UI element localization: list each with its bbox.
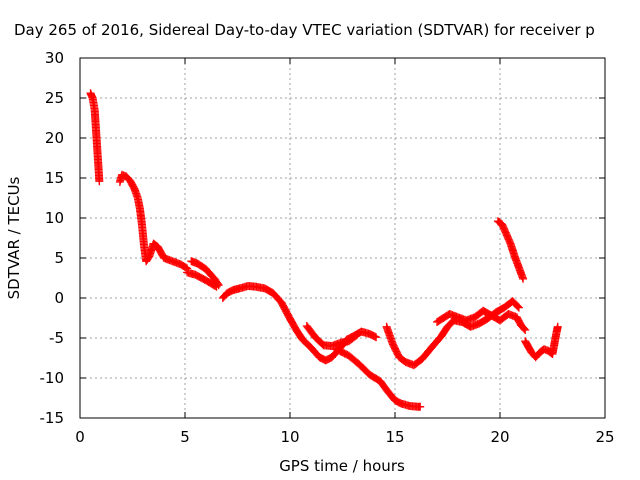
y-axis-label: SDTVAR / TECUs	[5, 176, 23, 299]
data-point	[213, 279, 222, 288]
y-tick-label: 30	[45, 49, 64, 67]
chart-title: Day 265 of 2016, Sidereal Day-to-day VTE…	[14, 21, 595, 39]
x-tick-label: 20	[490, 428, 509, 446]
x-tick-label: 5	[180, 428, 190, 446]
data-point	[353, 330, 362, 339]
x-tick-label: 10	[280, 428, 299, 446]
x-axis-label: GPS time / hours	[279, 457, 405, 475]
data-point	[520, 324, 529, 333]
grid-lines	[80, 58, 605, 418]
y-tick-label: 0	[54, 289, 64, 307]
data-point	[352, 331, 360, 340]
y-tick-label: -15	[40, 409, 65, 427]
y-axis-ticks: 30 25 20 15 10 5 0 -5 -10 -15	[40, 49, 605, 427]
data-point	[521, 326, 530, 334]
y-tick-label: 15	[45, 169, 64, 187]
y-tick-label: -10	[40, 369, 65, 387]
x-axis-ticks: 0 5 10 15 20 25	[75, 58, 615, 446]
data-point	[214, 281, 223, 290]
x-tick-label: 15	[385, 428, 404, 446]
data-points	[86, 89, 562, 411]
data-point	[513, 302, 522, 311]
data-point	[514, 303, 523, 312]
plot-frame	[79, 57, 606, 419]
y-tick-label: 5	[54, 249, 64, 267]
data-point	[553, 322, 562, 331]
y-tick-label: 20	[45, 129, 64, 147]
data-point	[181, 263, 190, 272]
x-tick-label: 25	[595, 428, 614, 446]
data-point	[372, 333, 381, 342]
y-tick-label: -5	[49, 329, 64, 347]
data-point	[416, 402, 425, 411]
x-tick-label: 0	[75, 428, 85, 446]
y-tick-label: 10	[45, 209, 64, 227]
y-tick-label: 25	[45, 89, 64, 107]
data-point	[519, 274, 528, 283]
data-point	[95, 177, 104, 186]
